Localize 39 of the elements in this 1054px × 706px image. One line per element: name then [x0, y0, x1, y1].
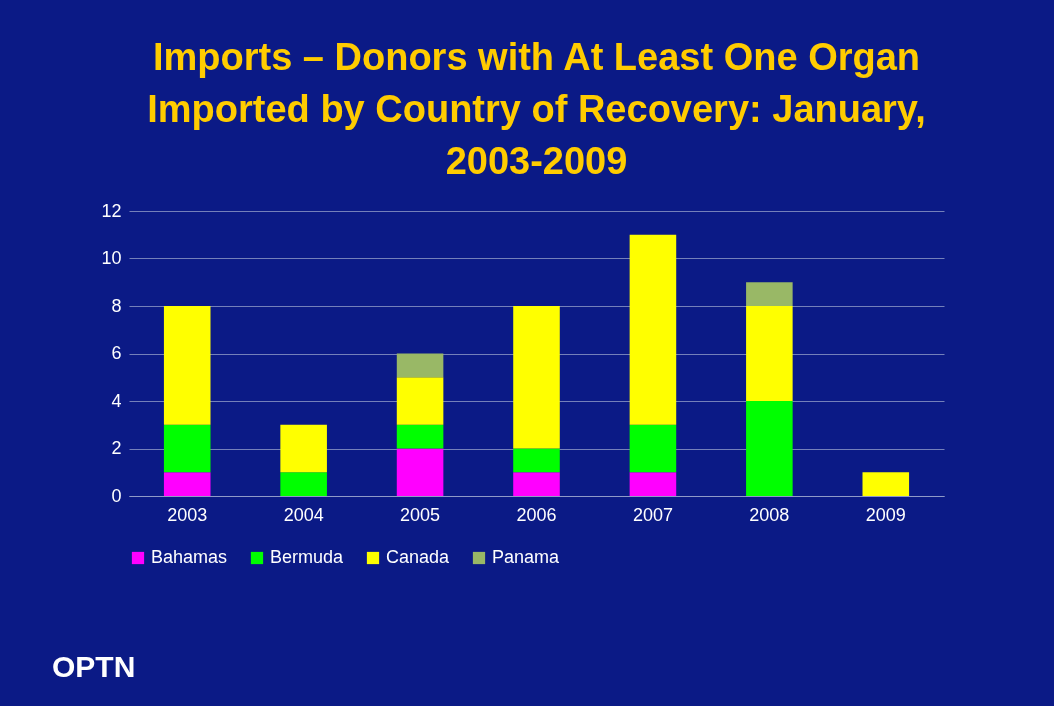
- x-tick-label: 2009: [865, 504, 906, 525]
- y-tick-label: 8: [111, 295, 122, 316]
- chart-title: Imports – Donors with At Least One Organ Imported by Country of Recovery: January, 2003-2009: [147, 36, 926, 182]
- bar: [513, 306, 560, 449]
- bar: [163, 306, 211, 425]
- x-tick-label: 2007: [632, 504, 673, 525]
- bar: [280, 424, 327, 473]
- x-tick-label: 2008: [749, 504, 790, 525]
- bar: [396, 377, 444, 425]
- bar: [746, 282, 793, 306]
- x-tick-label: 2003: [167, 504, 208, 525]
- bar: [163, 424, 211, 473]
- bar: [513, 472, 560, 496]
- x-tick-label: 2005: [400, 504, 441, 525]
- text: OPTN: [52, 650, 136, 684]
- bar: [280, 472, 327, 496]
- bar: [746, 306, 793, 401]
- bar: [396, 424, 444, 449]
- bar: [862, 472, 910, 496]
- bar: [746, 401, 793, 496]
- legend-label: Bahamas: [151, 547, 228, 567]
- legend-label: Canada: [386, 547, 451, 567]
- y-tick-label: 12: [101, 200, 122, 221]
- bar: [629, 424, 677, 473]
- y-tick-label: 2: [111, 438, 122, 458]
- y-tick-label: 4: [111, 390, 122, 411]
- bar: [163, 472, 211, 496]
- x-tick-label: 2004: [283, 504, 324, 525]
- bar: [396, 448, 444, 496]
- bar: [396, 353, 444, 378]
- x-tick-label: 2006: [516, 504, 557, 525]
- bar: [513, 448, 560, 473]
- legend-label: Panama: [492, 547, 561, 567]
- y-tick-label: 6: [111, 343, 122, 363]
- y-tick-label: 10: [101, 248, 122, 268]
- legend-label: Bermuda: [270, 547, 345, 567]
- y-tick-label: 0: [111, 485, 122, 506]
- bar: [629, 234, 677, 425]
- bar: [629, 472, 677, 496]
